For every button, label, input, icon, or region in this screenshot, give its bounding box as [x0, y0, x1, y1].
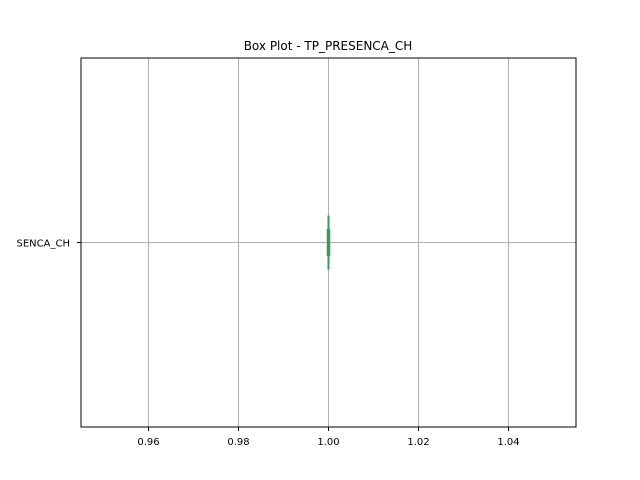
box-plot-boxes: [326, 215, 331, 270]
y-axis-ticks: SENCA_CH: [17, 239, 81, 250]
x-tick-label: 1.02: [407, 437, 429, 448]
x-tick-label: 0.98: [227, 437, 249, 448]
box-plot-item: [326, 215, 331, 270]
x-tick-label: 1.04: [497, 437, 519, 448]
x-axis-ticks: 0.96 0.98 1.00 1.02 1.04: [137, 427, 520, 448]
y-tick-label: SENCA_CH: [17, 239, 70, 250]
x-tick-label: 0.96: [137, 437, 159, 448]
x-tick-label: 1.00: [317, 437, 339, 448]
chart-title: Box Plot - TP_PRESENCA_CH: [244, 39, 413, 53]
